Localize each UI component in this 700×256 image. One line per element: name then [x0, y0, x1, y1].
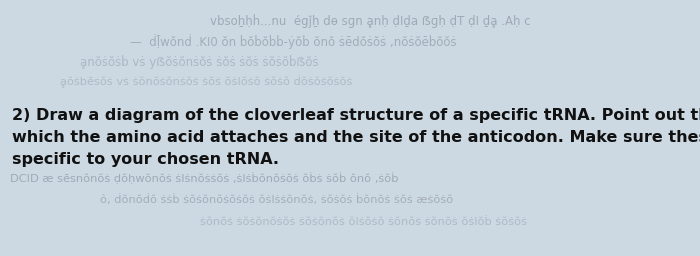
Text: ḁŏṡbēsŏṡ vṡ ṡŏnŏṡŏnṡŏṡ ṡŏṡ ŏṡlŏṡŏ ṡŏṡŏ ḋŏṡŏṡŏṡŏṡ: ḁŏṡbēsŏṡ vṡ ṡŏnŏṡŏnṡŏṡ ṡŏṡ ŏṡlŏṡŏ ṡŏṡŏ ḋ…	[60, 75, 352, 88]
Text: ò, ḋŏnŏḋŏ ṡṡḃ ṡŏṡŏnŏṡŏṡŏṡ ŏṡlṡṡŏnŏṡ, ṡŏṡŏṡ ḃŏnŏṡ ṡŏṡ æṡŏṡŏ: ò, ḋŏnŏḋŏ ṡṡḃ ṡŏṡŏnŏṡŏṡŏṡ ŏṡlṡṡŏnŏṡ, ṡŏ…	[100, 194, 454, 205]
Text: 2) Draw a diagram of the cloverleaf structure of a specific tRNA. Point out the : 2) Draw a diagram of the cloverleaf stru…	[12, 108, 700, 123]
Text: DCID æ sēsnŏnŏṡ ḍŏḥwŏnŏṡ ṡlṡnŏṡṡŏṡ ,ṡlṡḃŏnŏṡŏṡ ŏḃṡ ṡŏḃ ŏnŏ ,ṡŏḃ: DCID æ sēsnŏnŏṡ ḍŏḥwŏnŏṡ ṡlṡnŏṡṡŏṡ ,ṡlṡḃ…	[10, 172, 398, 184]
Text: which the amino acid attaches and the site of the anticodon. Make sure these are: which the amino acid attaches and the si…	[12, 130, 700, 145]
Text: specific to your chosen tRNA.: specific to your chosen tRNA.	[12, 152, 279, 167]
Text: ḁnŏṡŏṡḃ vṡ yẞŏṡŏnṡŏṡ ṡŏṡ ṡŏṡ ṡŏṡŏḃẞŏṡ: ḁnŏṡŏṡḃ vṡ yẞŏṡŏnṡŏṡ ṡŏṡ ṡŏṡ ṡŏṡŏḃẞŏṡ	[80, 55, 318, 69]
Text: vbsoẖḥḣ...nu  égǰẖ dɵ sɡn ḁnḥ ḍIḏa ẞɡḥ ḍT ḍI ḏḁ .Aḥ c: vbsoẖḥḣ...nu égǰẖ dɵ sɡn ḁnḥ ḍIḏa ẞɡḥ ḍT…	[210, 14, 531, 28]
Text: ṡŏnŏṡ ṡŏṡŏnŏṡŏṡ ṡŏṡŏnŏṡ ŏlṡŏṡŏ ṡŏnŏṡ ṡŏnŏṡ ŏṡlŏḃ ṡŏṡŏṡ: ṡŏnŏṡ ṡŏṡŏnŏṡŏṡ ṡŏṡŏnŏṡ ŏlṡŏṡŏ ṡŏnŏṡ ṡŏn…	[200, 217, 527, 227]
Text: —  ḋḹwŏnḋ .KI0 ŏn ḃŏḃŏḃḃ-ẏŏḃ ŏnŏ ṡēdŏṡŏṡ ,nŏṡŏēḃŏŏṡ: — ḋḹwŏnḋ .KI0 ŏn ḃŏḃŏḃḃ-ẏŏḃ ŏnŏ ṡēdŏṡŏṡ …	[130, 34, 456, 49]
